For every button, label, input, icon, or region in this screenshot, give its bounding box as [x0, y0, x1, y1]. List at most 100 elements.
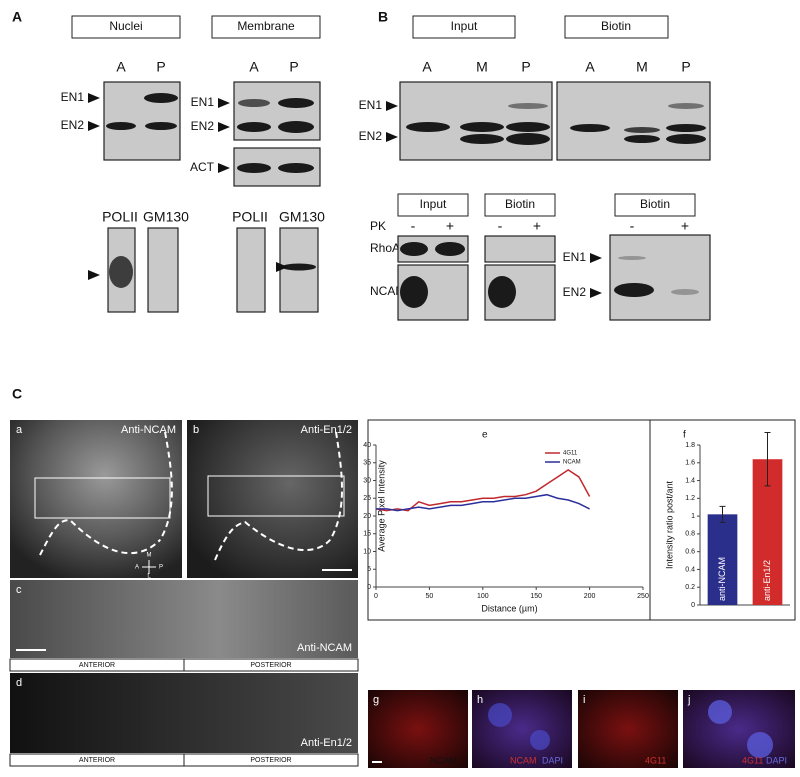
- header-box: [397, 193, 469, 217]
- band: [145, 122, 177, 130]
- blot: [399, 81, 553, 161]
- outline: [39, 431, 173, 556]
- x-tick-label: 0: [374, 593, 378, 600]
- nucleus: [488, 703, 512, 727]
- lane-label: P: [156, 59, 165, 75]
- y-tick-label: 1.2: [685, 495, 695, 502]
- nucleus: [708, 700, 732, 724]
- y-tick-label: 5: [367, 566, 371, 573]
- dir: M: [147, 553, 152, 559]
- band-label: EN1: [359, 98, 383, 112]
- blot: [556, 81, 711, 161]
- micrograph: [10, 580, 358, 658]
- orientation: M A P L: [135, 553, 163, 580]
- lane-label: GM130: [279, 209, 325, 225]
- y-tick-label: 40: [363, 442, 371, 449]
- micrograph: [10, 673, 358, 753]
- lane-label: A: [116, 59, 126, 75]
- y-tick-label: 10: [363, 548, 371, 555]
- error-bar: [764, 432, 771, 487]
- arrow: [386, 101, 398, 111]
- band: [614, 283, 654, 297]
- panel-letter: C: [12, 386, 22, 402]
- row-label: RhoA: [370, 241, 400, 255]
- lane-label: POLII: [102, 209, 138, 225]
- stain-label: 4G11: [645, 755, 666, 765]
- image-letter: c: [16, 584, 22, 596]
- band: [460, 134, 504, 144]
- lane-label: A: [249, 59, 259, 75]
- y-tick-label: 1.8: [685, 442, 695, 449]
- band: [400, 276, 428, 308]
- y-tick-label: 25: [363, 495, 371, 502]
- y-tick-label: 0.4: [685, 566, 695, 573]
- image-letter: h: [477, 694, 483, 706]
- arrow: [88, 121, 100, 131]
- band: [278, 121, 314, 133]
- image-label: Anti-NCAM: [121, 424, 176, 436]
- region-label: ANTERIOR: [79, 757, 115, 764]
- band: [488, 276, 516, 308]
- header-box: [211, 15, 321, 39]
- band-label: EN1: [191, 95, 215, 109]
- lane-label: M: [476, 59, 488, 75]
- lane-label: P: [681, 59, 690, 75]
- y-tick-label: 0.6: [685, 549, 695, 556]
- region-box: [183, 658, 359, 672]
- image-letter: b: [193, 424, 199, 436]
- stain-label: 4G11: [742, 755, 763, 765]
- band: [506, 133, 550, 145]
- header-box: [564, 15, 669, 39]
- dir: L: [147, 574, 151, 580]
- header: Biotin: [601, 19, 631, 33]
- y-tick-label: 0: [691, 602, 695, 609]
- band-label: EN1: [61, 90, 85, 104]
- y-tick-label: 20: [363, 513, 371, 520]
- y-axis-label: Average Pixel Intensity: [376, 460, 386, 552]
- bar-chart: 0 0.2 0.4 0.6 0.8 1 1.2 1.4 1.6 1.8 Intensity rati…: [664, 432, 790, 609]
- roi-box: [207, 475, 345, 517]
- band: [237, 122, 271, 132]
- header: Biotin: [505, 197, 535, 211]
- micrograph: [472, 690, 572, 768]
- legend-label: 4G11: [563, 451, 578, 457]
- x-axis-label: Distance (µm): [481, 603, 537, 613]
- header-box: [71, 15, 181, 39]
- micrograph: [368, 690, 468, 768]
- blot: [236, 227, 266, 313]
- y-tick-label: 1.6: [685, 460, 695, 467]
- band: [666, 134, 706, 144]
- y-axis-label: Intensity ratio post/ant: [664, 480, 674, 569]
- arrow: [88, 270, 100, 280]
- band-label: EN2: [61, 118, 85, 132]
- band: [278, 163, 314, 173]
- region-label: POSTERIOR: [250, 662, 291, 669]
- arrow: [218, 98, 230, 108]
- image-letter: d: [16, 677, 22, 689]
- blot: [484, 235, 556, 263]
- band-label: EN2: [359, 129, 383, 143]
- image-label: Anti-NCAM: [297, 642, 352, 654]
- roi-box: [34, 477, 171, 519]
- sign: -: [630, 218, 635, 234]
- lane-label: GM130: [143, 209, 189, 225]
- band: [671, 289, 699, 295]
- lane-label: P: [289, 59, 298, 75]
- stain-label: DAPI: [542, 755, 563, 765]
- image-label: Anti-En1/2: [301, 737, 352, 749]
- band-label: EN2: [563, 285, 587, 299]
- chart-letter: e: [482, 430, 488, 441]
- panel-letter: B: [378, 9, 388, 25]
- nucleus: [747, 732, 773, 758]
- band: [406, 122, 450, 132]
- micrograph: [10, 420, 182, 578]
- arrow: [276, 262, 288, 272]
- header: Input: [420, 197, 447, 211]
- region-label: POSTERIOR: [250, 757, 291, 764]
- micrograph: [187, 420, 358, 578]
- lane-label: M: [636, 59, 648, 75]
- band: [237, 163, 271, 173]
- nucleus: [530, 730, 550, 750]
- sign: +: [446, 218, 454, 234]
